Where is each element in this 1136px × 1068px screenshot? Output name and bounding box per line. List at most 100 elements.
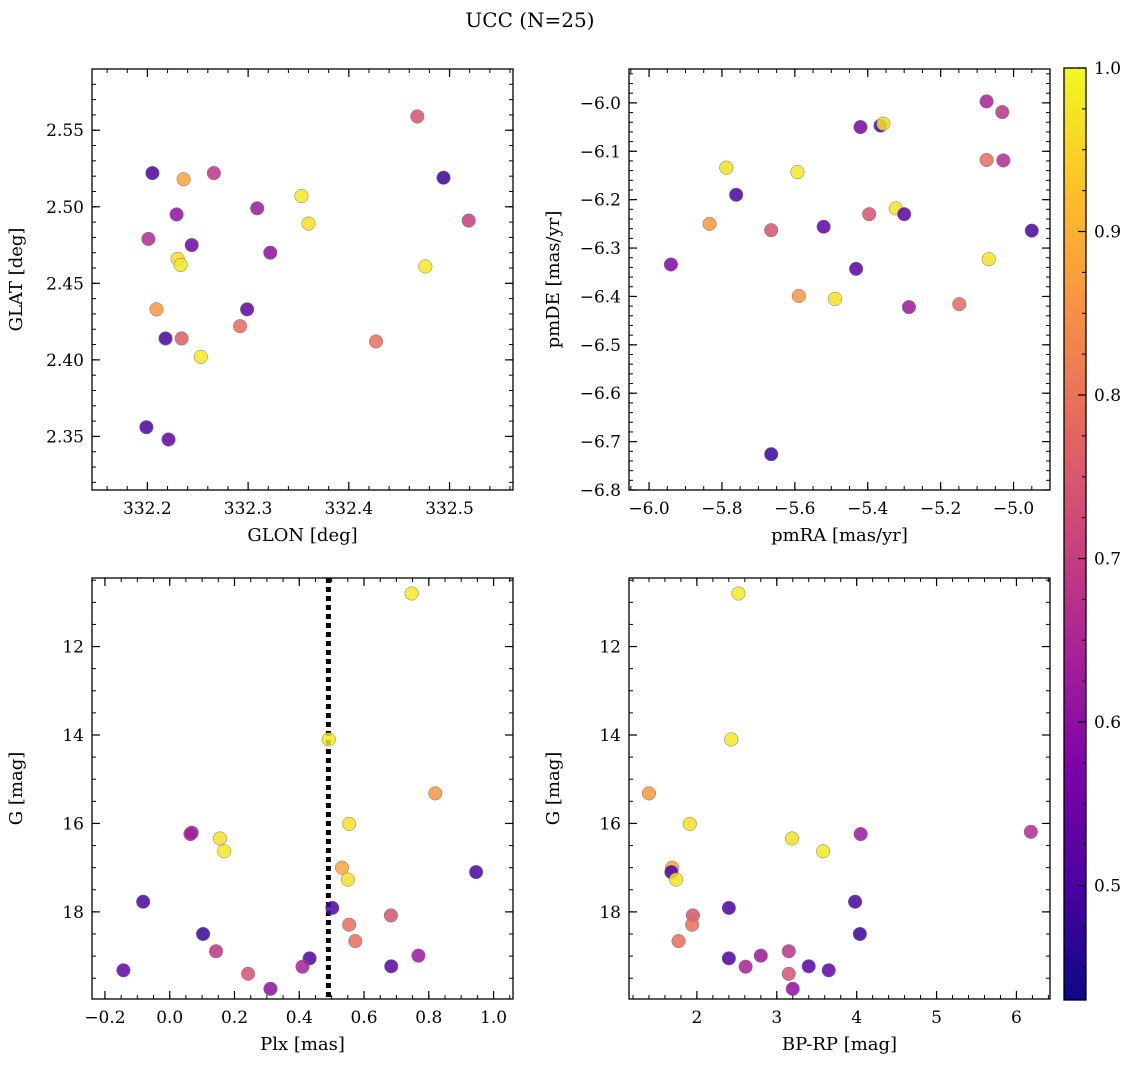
- axes-frame: [628, 68, 1051, 491]
- axes-frame: [91, 577, 514, 1000]
- scatter-point: [217, 844, 232, 859]
- scatter-point: [729, 187, 744, 202]
- colorbar-gradient: [1064, 68, 1086, 1000]
- scatter-point: [784, 831, 800, 846]
- scatter-point: [183, 826, 198, 842]
- y-tick-label: 16: [62, 814, 84, 834]
- y-tick-label: 2.50: [46, 198, 84, 218]
- scatter-point: [853, 826, 868, 842]
- scatter-point: [461, 213, 476, 228]
- scatter-point: [663, 257, 678, 272]
- y-axis-label: GLAT [deg]: [6, 228, 27, 332]
- scatter-point: [641, 786, 657, 801]
- x-tick-label: 0.4: [286, 1008, 313, 1028]
- scatter-point: [669, 872, 684, 887]
- scatter-point: [176, 172, 191, 187]
- scatter-point: [418, 259, 433, 274]
- y-tick-label: 16: [599, 814, 621, 834]
- scatter-point: [753, 948, 768, 963]
- scatter-point: [979, 152, 994, 168]
- scatter-point: [321, 732, 336, 747]
- scatter-point: [682, 816, 697, 831]
- scatter-point: [981, 252, 996, 267]
- y-tick-label: 2.40: [46, 351, 84, 371]
- scatter-point: [196, 926, 211, 942]
- scatter-point: [212, 831, 227, 846]
- scatter-point: [738, 959, 753, 974]
- scatter-points: [116, 586, 484, 996]
- scatter-point: [161, 432, 176, 447]
- x-tick-label: −6.0: [628, 499, 669, 519]
- colorbar-tick-label: 0.8: [1094, 386, 1121, 406]
- scatter-point: [671, 934, 686, 949]
- colorbar-frame: [1063, 67, 1087, 1001]
- y-axis-label: G [mag]: [6, 752, 27, 825]
- scatter-point: [340, 872, 355, 887]
- y-tick-label: −6.5: [580, 336, 621, 356]
- y-tick-label: −6.1: [580, 142, 621, 162]
- scatter-point: [116, 963, 131, 978]
- x-tick-label: −0.2: [84, 1008, 125, 1028]
- scatter-point: [876, 116, 891, 131]
- colorbar: 0.5 0.6 0.7 0.8 0.9 1.0: [1063, 59, 1121, 1001]
- scatter-point: [816, 219, 831, 234]
- y-tick-label: 14: [599, 726, 621, 746]
- scatter-point: [848, 894, 863, 909]
- y-tick-label: −6.7: [580, 433, 621, 453]
- scatter-point: [145, 166, 160, 181]
- scatter-point: [1024, 223, 1039, 238]
- x-tick-label: −5.6: [774, 499, 815, 519]
- scatter-point: [250, 201, 265, 216]
- scatter-point: [852, 926, 867, 942]
- scatter-point: [149, 302, 164, 317]
- scatter-point: [184, 238, 199, 253]
- scatter-point: [764, 447, 779, 462]
- scatter-point: [208, 944, 224, 959]
- scatter-point: [995, 105, 1010, 120]
- scatter-points: [663, 94, 1039, 462]
- scatter-point: [301, 216, 316, 231]
- x-tick-label: −5.8: [701, 499, 742, 519]
- axes-frame: [91, 68, 514, 491]
- scatter-point: [781, 966, 796, 981]
- x-axis-label: GLON [deg]: [247, 525, 357, 546]
- x-tick-label: −5.2: [920, 499, 961, 519]
- scatter-point: [827, 291, 842, 306]
- colorbar-tick-label: 1.0: [1094, 59, 1121, 79]
- colorbar-tick-label: 0.5: [1094, 877, 1121, 897]
- minor-ticks: [629, 578, 1050, 999]
- y-tick-label: −6.2: [580, 191, 621, 211]
- x-tick-label: 0.2: [221, 1008, 248, 1028]
- x-tick-label: 5: [931, 1008, 942, 1028]
- axes-frame: [628, 577, 1051, 1000]
- y-tick-label: −6.3: [580, 239, 621, 259]
- x-tick-label: 332.5: [425, 499, 474, 519]
- scatter-point: [334, 860, 350, 875]
- x-axis-label: pmRA [mas/yr]: [771, 525, 908, 546]
- glon-glat-panel: 332.2 332.3 332.4 332.5 2.35 2.40 2.45 2.50 2.55…: [6, 68, 514, 546]
- scatter-point: [404, 586, 419, 601]
- scatter-point: [141, 231, 156, 246]
- minor-ticks: [92, 578, 513, 999]
- scatter-point: [979, 94, 994, 109]
- scatter-point: [325, 900, 340, 915]
- scatter-point: [816, 844, 831, 859]
- figure-title: UCC (N=25): [465, 8, 594, 32]
- y-tick-label: −6.0: [580, 94, 621, 114]
- scatter-point: [436, 170, 451, 185]
- x-tick-label: 332.2: [123, 499, 172, 519]
- scatter-point: [952, 297, 967, 312]
- x-axis-label: Plx [mas]: [260, 1034, 345, 1055]
- x-tick-label: 332.3: [224, 499, 273, 519]
- scatter-point: [383, 908, 398, 923]
- colorbar-tick-label: 0.6: [1094, 713, 1121, 733]
- scatter-point: [411, 948, 426, 963]
- x-tick-label: 2: [691, 1008, 702, 1028]
- scatter-point: [263, 981, 278, 996]
- scatter-point: [996, 153, 1011, 168]
- x-tick-label: 0.8: [415, 1008, 442, 1028]
- scatter-point: [348, 934, 363, 949]
- scatter-point: [173, 257, 188, 273]
- scatter-point: [1023, 824, 1038, 839]
- minor-ticks: [92, 68, 513, 490]
